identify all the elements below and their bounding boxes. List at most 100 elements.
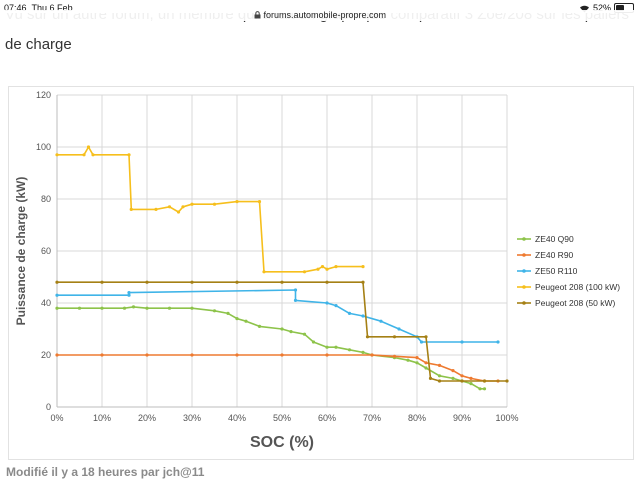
series-point-0 xyxy=(302,332,307,336)
x-tick-label: 90% xyxy=(453,413,471,423)
x-tick-label: 50% xyxy=(273,413,291,423)
series-point-0 xyxy=(347,348,352,352)
chart-image: 0% 10% 20% 30% 40% 50% 60% 70% 80% 90% 100% 0 20 40 60… xyxy=(8,86,634,460)
charging-power-chart: 0% 10% 20% 30% 40% 50% 60% 70% 80% 90% 100% 0 20 40 60… xyxy=(14,90,620,451)
series-point-0 xyxy=(289,330,293,334)
series-point-4 xyxy=(145,280,149,284)
x-tick-label: 70% xyxy=(363,413,381,423)
legend-label-0: ZE40 Q90 xyxy=(535,234,574,244)
series-point-2 xyxy=(334,304,338,308)
series-point-3 xyxy=(262,270,266,274)
y-tick-label: 120 xyxy=(36,90,51,100)
series-point-2 xyxy=(379,319,383,323)
x-tick-label: 0% xyxy=(50,413,63,423)
series-point-0 xyxy=(235,317,239,321)
series-point-0 xyxy=(334,345,338,349)
clock-date: Thu 6 Feb xyxy=(31,3,73,13)
series-point-4 xyxy=(505,379,509,383)
series-point-4 xyxy=(365,335,370,339)
series-point-3 xyxy=(86,145,91,149)
status-time: 07:46 Thu 6 Feb xyxy=(4,3,73,13)
x-axis-label: SOC (%) xyxy=(250,434,314,451)
series-point-0 xyxy=(77,306,82,310)
series-point-3 xyxy=(190,202,194,206)
series-point-0 xyxy=(100,306,104,310)
y-tick-label: 100 xyxy=(36,142,51,152)
article-line-2: de charge xyxy=(5,36,72,53)
series-point-3 xyxy=(361,265,365,269)
series-point-0 xyxy=(212,309,217,313)
series-point-1 xyxy=(424,361,428,365)
series-line-2 xyxy=(57,289,498,343)
series-point-0 xyxy=(257,324,262,328)
y-tick-label: 80 xyxy=(41,194,51,204)
series-point-0 xyxy=(437,374,442,378)
series-point-2 xyxy=(127,293,131,297)
x-tick-label: 40% xyxy=(228,413,246,423)
series-point-3 xyxy=(129,207,133,211)
wifi-icon xyxy=(579,5,589,12)
series-point-3 xyxy=(176,210,181,214)
url-bar[interactable]: forums.automobile-propre.com xyxy=(0,10,640,21)
series-point-2 xyxy=(347,311,352,315)
series-line-0 xyxy=(57,306,485,390)
x-tick-label: 20% xyxy=(138,413,156,423)
series-point-2 xyxy=(496,340,500,344)
series-point-2 xyxy=(127,291,131,295)
series-point-3 xyxy=(334,265,338,269)
series-point-4 xyxy=(55,280,59,284)
series-point-1 xyxy=(415,356,419,360)
series-point-1 xyxy=(469,376,473,380)
y-tick-label: 60 xyxy=(41,246,51,256)
series-point-4 xyxy=(437,379,442,383)
legend-marker-3 xyxy=(522,285,526,289)
series-point-4 xyxy=(424,335,428,339)
x-tick-label: 30% xyxy=(183,413,201,423)
legend-label-4: Peugeot 208 (50 kW) xyxy=(535,298,615,308)
series-point-4 xyxy=(280,280,284,284)
series-point-3 xyxy=(325,267,329,271)
clock-time: 07:46 xyxy=(4,3,27,13)
series-line-1 xyxy=(57,354,498,382)
series-point-1 xyxy=(235,353,239,357)
series-point-3 xyxy=(320,265,325,269)
series-point-0 xyxy=(325,345,329,349)
series-point-4 xyxy=(392,335,397,339)
series-point-0 xyxy=(469,382,473,386)
series-point-1 xyxy=(190,353,194,357)
series-point-4 xyxy=(361,280,365,284)
series-point-3 xyxy=(154,207,158,211)
x-tick-label: 80% xyxy=(408,413,426,423)
series-point-2 xyxy=(397,327,401,331)
legend-label-3: Peugeot 208 (100 kW) xyxy=(535,282,620,292)
series-point-1 xyxy=(392,354,397,358)
series-point-1 xyxy=(280,353,284,357)
series-point-3 xyxy=(212,202,217,206)
legend-marker-0 xyxy=(522,237,526,241)
series-point-4 xyxy=(235,280,239,284)
series-point-0 xyxy=(415,361,419,365)
series-point-2 xyxy=(460,340,464,344)
series-point-0 xyxy=(226,311,230,315)
series-point-2 xyxy=(419,340,424,344)
series-point-0 xyxy=(424,366,428,370)
x-tick-label: 10% xyxy=(93,413,111,423)
series-line-4 xyxy=(57,281,507,382)
series-point-2 xyxy=(293,288,298,292)
series-point-2 xyxy=(361,314,365,318)
series-point-4 xyxy=(460,379,464,383)
series-point-3 xyxy=(91,153,95,157)
y-axis-label: Puissance de charge (kW) xyxy=(14,177,28,326)
series-point-4 xyxy=(482,379,487,383)
y-tick-label: 20 xyxy=(41,350,51,360)
series-point-3 xyxy=(167,205,172,209)
series-point-3 xyxy=(181,205,185,209)
series-point-4 xyxy=(190,280,194,284)
legend-marker-2 xyxy=(522,269,526,273)
series-point-1 xyxy=(460,374,464,378)
legend-marker-1 xyxy=(522,253,526,257)
series-point-0 xyxy=(244,319,248,323)
series-point-4 xyxy=(325,280,329,284)
series-point-0 xyxy=(478,387,482,391)
series-point-3 xyxy=(316,267,320,271)
